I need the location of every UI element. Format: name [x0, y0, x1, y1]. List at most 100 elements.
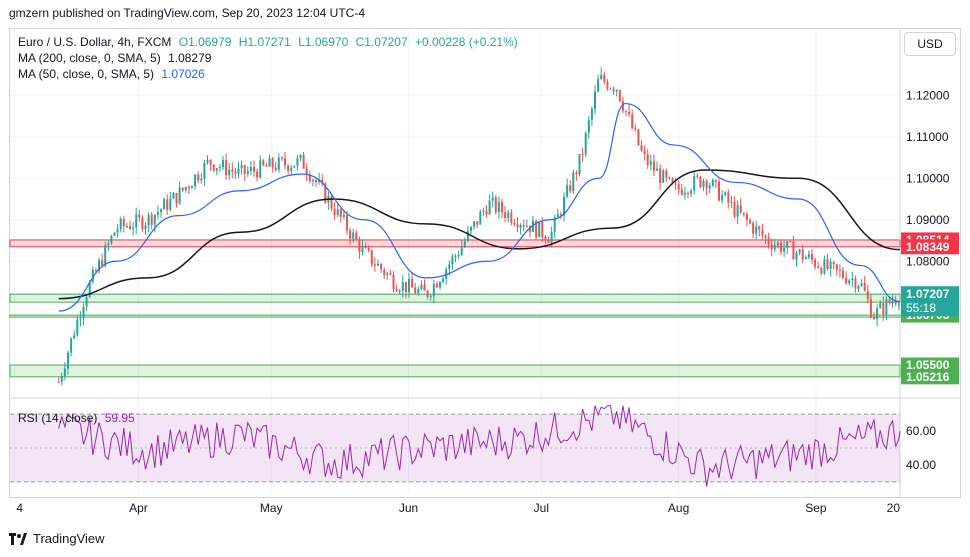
- candle-body: [287, 165, 290, 171]
- candle-body: [783, 247, 786, 252]
- candle-body: [888, 299, 891, 304]
- candle-body: [318, 179, 321, 183]
- support-zone: [9, 293, 901, 303]
- candle-body: [857, 285, 860, 289]
- candle-body: [507, 212, 510, 218]
- candle-body: [801, 249, 804, 260]
- candle-body: [85, 297, 88, 307]
- candle-body: [535, 220, 538, 238]
- candle-body: [346, 214, 349, 231]
- time-tick-label: 20: [887, 501, 901, 515]
- candle-body: [736, 205, 739, 217]
- candle-body: [420, 284, 423, 290]
- candle-body: [708, 185, 711, 189]
- candle-body: [532, 220, 535, 232]
- candle-body: [333, 208, 336, 216]
- candle-body: [563, 196, 566, 216]
- candle-body: [91, 269, 94, 282]
- candle-body: [556, 214, 559, 218]
- price-axis: 1.120001.110001.100001.090001.080001.085…: [901, 88, 959, 472]
- candle-body: [835, 264, 838, 270]
- candle-body: [807, 254, 810, 258]
- candle-body: [470, 226, 473, 231]
- candle-body: [482, 210, 485, 212]
- candle-body: [259, 160, 262, 178]
- candle-body: [76, 319, 79, 336]
- candle-body: [575, 172, 578, 175]
- candle-body: [401, 282, 404, 292]
- candle-body: [166, 199, 169, 210]
- candle-body: [597, 78, 600, 92]
- candle-body: [730, 201, 733, 203]
- candle-body: [603, 74, 606, 82]
- candle-body: [445, 269, 448, 279]
- legend-low: L1.06970: [298, 35, 349, 49]
- candle-body: [845, 277, 848, 284]
- candle-body: [466, 230, 469, 241]
- candle-body: [789, 241, 792, 243]
- candle-body: [804, 257, 807, 260]
- candle-body: [169, 198, 172, 210]
- candle-body: [200, 178, 203, 181]
- candle-body: [811, 254, 814, 260]
- candle-body: [584, 132, 587, 155]
- candle-body: [113, 232, 116, 236]
- candle-body: [116, 229, 119, 233]
- candle-body: [649, 161, 652, 165]
- candle-body: [770, 244, 773, 250]
- currency-button[interactable]: USD: [904, 32, 956, 56]
- candle-body: [652, 161, 655, 171]
- support-zone: [9, 314, 901, 318]
- price-tick-label: 1.10000: [906, 171, 950, 185]
- candle-body: [63, 368, 66, 376]
- candle-body: [612, 88, 615, 92]
- price-tick-label: 1.08000: [906, 254, 950, 268]
- candle-body: [364, 246, 367, 248]
- candle-body: [869, 298, 872, 318]
- candle-body: [284, 158, 287, 166]
- candle-body: [404, 282, 407, 293]
- candle-body: [600, 74, 603, 79]
- candle-body: [519, 224, 522, 228]
- candle-body: [897, 303, 900, 305]
- candle-body: [733, 201, 736, 217]
- candle-body: [473, 221, 476, 227]
- candle-body: [271, 158, 274, 168]
- candle-body: [122, 218, 125, 227]
- time-axis: 4 Apr May Jun Jul Aug Sep 20: [16, 501, 900, 515]
- candle-body: [761, 229, 764, 236]
- candle-body: [566, 185, 569, 197]
- candle-body: [705, 180, 708, 189]
- candle-body: [451, 256, 454, 265]
- rsi-tick-label: 40.00: [906, 458, 936, 472]
- candle-body: [141, 217, 144, 230]
- candle-body: [101, 260, 104, 266]
- candle-body: [187, 186, 190, 189]
- candle-body: [110, 235, 113, 244]
- candle-body: [104, 245, 107, 266]
- footer: TradingView: [9, 531, 105, 546]
- candle-body: [79, 318, 82, 320]
- ma50-line: [58, 102, 901, 312]
- candle-body: [693, 175, 696, 191]
- candle-body: [414, 287, 417, 294]
- candle-body: [832, 261, 835, 265]
- candle-body: [764, 235, 767, 238]
- candle-body: [315, 180, 318, 183]
- candle-body: [367, 247, 370, 251]
- legend-ohlc: Euro / U.S. Dollar, 4h, FXCM O1.06979 H1…: [18, 35, 518, 49]
- candle-body: [253, 166, 256, 172]
- candle-body: [550, 231, 553, 243]
- candle-body: [587, 120, 590, 133]
- legend-change: +0.00228 (+0.21%): [414, 35, 518, 49]
- candle-body: [175, 193, 178, 204]
- candle-body: [274, 167, 277, 170]
- candle-body: [848, 280, 851, 284]
- candle-body: [277, 157, 280, 170]
- level-label: 1.05216: [906, 370, 950, 384]
- candle-body: [739, 205, 742, 213]
- candle-body: [677, 184, 680, 190]
- candle-body: [125, 226, 128, 228]
- candle-body: [222, 160, 225, 168]
- candle-body: [60, 375, 63, 382]
